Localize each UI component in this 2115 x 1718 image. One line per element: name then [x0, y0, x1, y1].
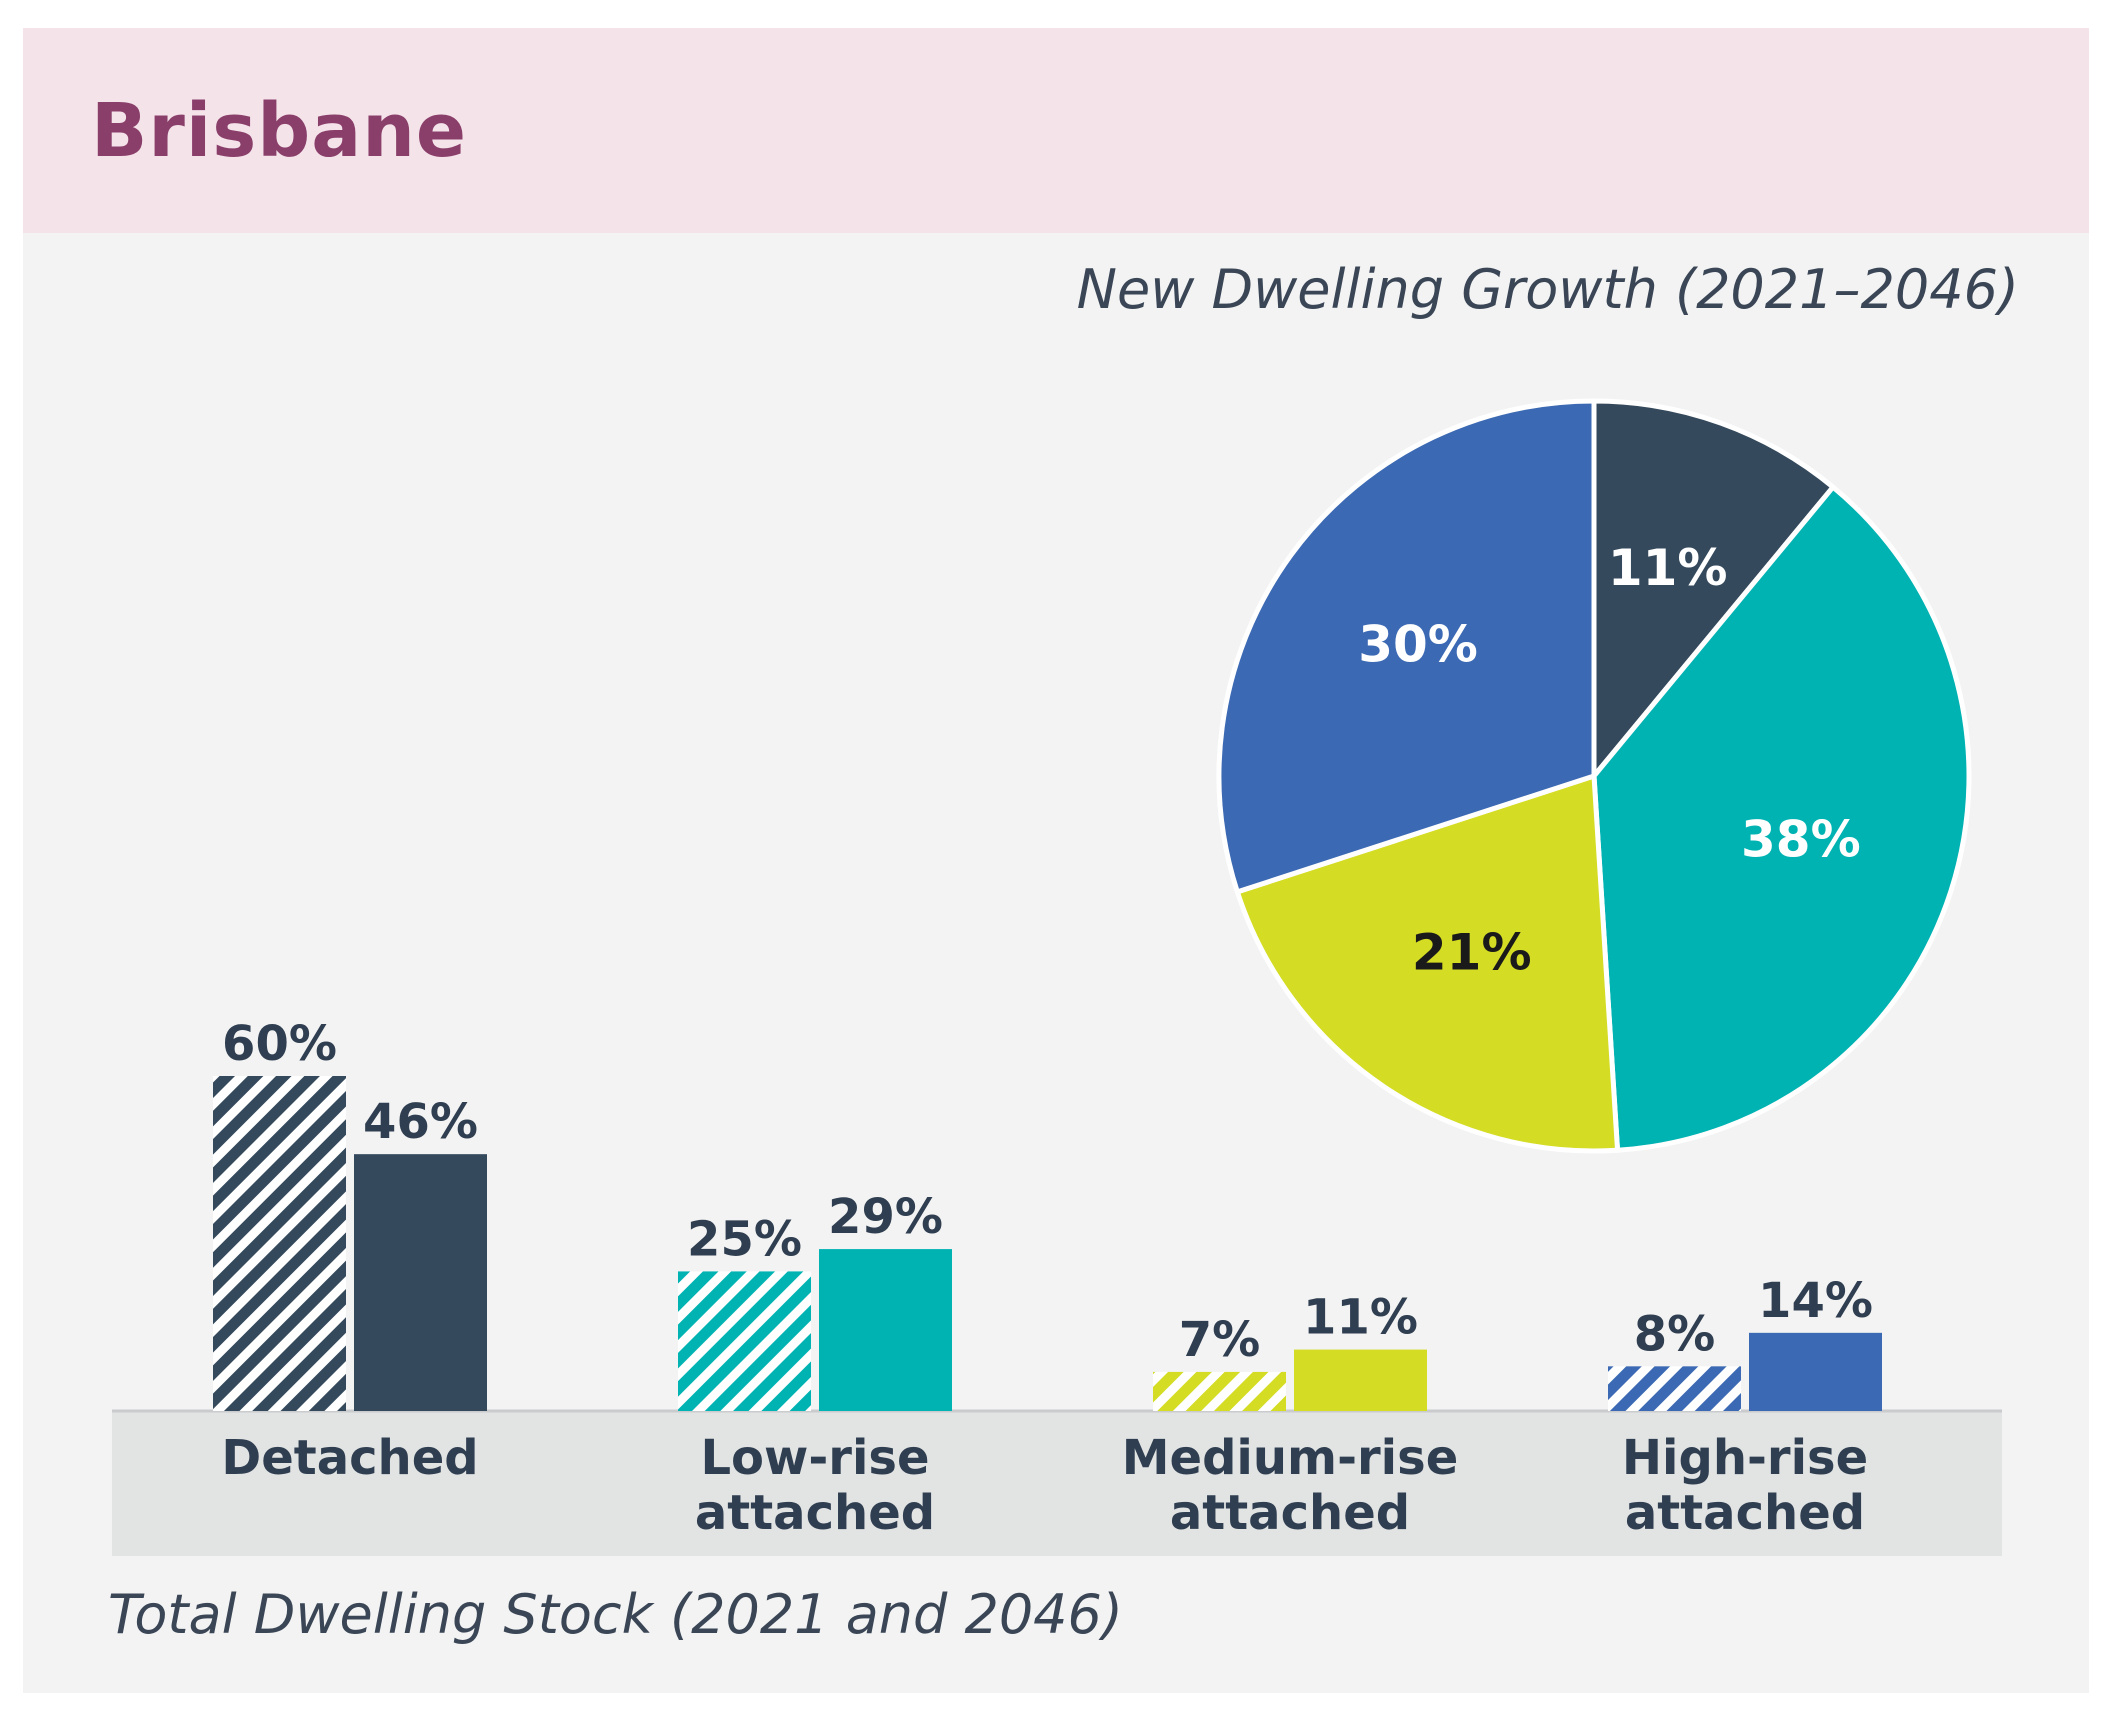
header-band — [23, 28, 2089, 233]
bar-value-label: 8% — [1634, 1306, 1716, 1362]
category-label: Detached — [221, 1430, 478, 1486]
pie-title: New Dwelling Growth (2021–2046) — [1076, 258, 2019, 321]
category-label: Low-rise — [700, 1430, 929, 1486]
bar-chart-title: Total Dwelling Stock (2021 and 2046) — [108, 1583, 1123, 1646]
bar-2021 — [213, 1076, 346, 1411]
chart-card: Brisbane New Dwelling Growth (2021–2046)… — [23, 28, 2089, 1693]
category-label: Medium-rise — [1122, 1430, 1459, 1486]
bar-2021 — [1153, 1371, 1286, 1411]
pie-slice — [1591, 398, 1836, 779]
category-label: attached — [1170, 1485, 1410, 1541]
category-axis-band — [112, 1411, 2002, 1556]
bar-value-label: 7% — [1179, 1312, 1261, 1368]
pie-slice — [1216, 398, 1597, 895]
bar-value-label: 46% — [363, 1094, 478, 1150]
chart-svg: 11% 38% 21% 30% 60% 46% Detached 25% 29% Low-rise… — [112, 398, 2002, 1556]
page-title: Brisbane — [91, 88, 468, 174]
bar-2046 — [1749, 1332, 1882, 1411]
bar-2046 — [354, 1154, 487, 1411]
category-label: attached — [1625, 1485, 1865, 1541]
bar-2046 — [1294, 1349, 1427, 1411]
bar-value-label: 11% — [1303, 1290, 1418, 1346]
category-label: High-rise — [1622, 1430, 1868, 1486]
bar-2046 — [819, 1249, 952, 1411]
bar-value-label: 29% — [828, 1189, 943, 1245]
category-label: attached — [695, 1485, 935, 1541]
pie-slice-label: 30% — [1358, 616, 1478, 674]
pie-slice-label: 21% — [1412, 923, 1532, 981]
pie-slice — [1591, 484, 1972, 1153]
pie-slice-label: 11% — [1608, 539, 1728, 597]
pie-slice-label: 38% — [1741, 811, 1861, 869]
bar-value-label: 14% — [1758, 1273, 1873, 1329]
bar-value-label: 60% — [222, 1016, 337, 1072]
bar-2021 — [678, 1271, 811, 1411]
bar-2021 — [1608, 1366, 1741, 1411]
pie-slice — [1234, 773, 1621, 1154]
bar-value-label: 25% — [687, 1211, 802, 1267]
